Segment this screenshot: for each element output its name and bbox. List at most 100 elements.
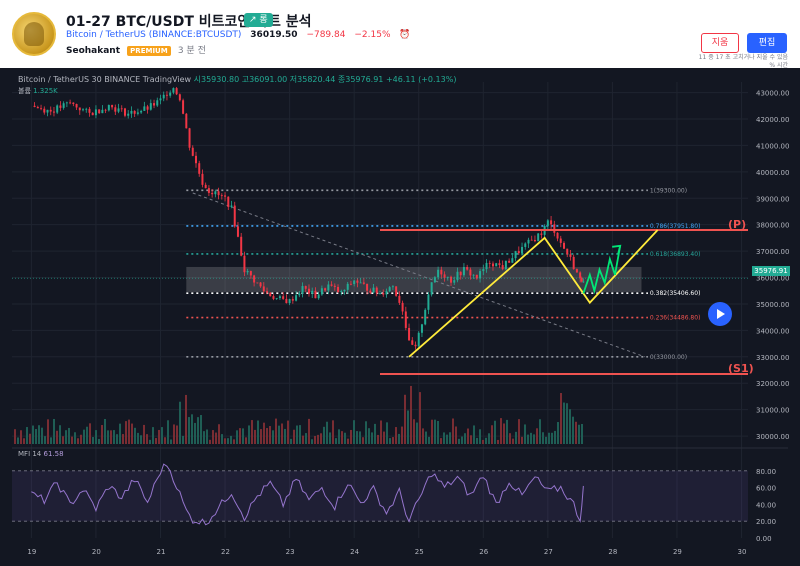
candle-body	[395, 286, 398, 296]
volume-bar	[362, 437, 364, 444]
edit-time-note: 11 중 17 초 고치거나 지울 수 있음 % 시간	[699, 54, 788, 70]
volume-bar	[29, 433, 31, 444]
volume-bar	[566, 403, 568, 444]
volume-bar	[47, 419, 49, 444]
chart-canvas[interactable]: 43000.00 42000.00 41000.00 40000.00 39000.00…	[0, 68, 800, 566]
candle-body	[311, 290, 314, 294]
candle-body	[72, 102, 75, 105]
candle-body	[43, 108, 46, 113]
symbol-code-link[interactable]: (BINANCE:BTCUSDT)	[148, 30, 242, 40]
author-name-link[interactable]: Seohakant	[66, 46, 121, 56]
candle-body	[204, 184, 207, 189]
y-tick-label: 34000.00	[756, 327, 789, 335]
volume-bar	[473, 425, 475, 444]
candle-body	[130, 110, 133, 114]
volume-bar	[302, 435, 304, 444]
volume-bar	[236, 430, 238, 444]
candle-body	[359, 282, 362, 284]
volume-bar	[383, 431, 385, 444]
fib-level-label: 0.618(36893.40)	[650, 251, 701, 258]
delete-button[interactable]: 지움	[701, 33, 739, 53]
candle-body	[236, 226, 239, 237]
candle-body	[427, 294, 430, 310]
volume-bar	[425, 431, 427, 444]
candle-body	[288, 299, 291, 304]
candle-body	[56, 105, 59, 113]
volume-bar	[14, 429, 16, 444]
volume-bar	[242, 428, 244, 444]
volume-bar	[209, 439, 211, 444]
alarm-clock-icon[interactable]: ⏰	[399, 30, 411, 40]
chart-area[interactable]: 43000.00 42000.00 41000.00 40000.00 39000.00…	[0, 68, 800, 566]
candle-body	[82, 109, 85, 111]
published-time: 3 분 전	[177, 46, 206, 56]
volume-bar	[164, 437, 166, 444]
candle-body	[320, 288, 323, 295]
candle-body	[33, 105, 36, 107]
legend-ohlc: 시35930.80 고36091.00 저35820.44 종35976.91 …	[193, 75, 457, 84]
volume-bar	[278, 425, 280, 444]
volume-bar	[479, 429, 481, 444]
symbol-name-link[interactable]: Bitcoin / TetherUS	[66, 30, 146, 40]
candle-body	[504, 260, 507, 270]
volume-bar	[476, 437, 478, 444]
candle-body	[495, 263, 498, 267]
x-tick-label: 20	[92, 548, 101, 556]
volume-bar	[194, 422, 196, 444]
volume-bar	[44, 436, 46, 444]
volume-bar	[506, 419, 508, 444]
y-tick-label: 43000.00	[756, 90, 789, 98]
volume-bar	[407, 410, 409, 444]
volume-bar	[509, 433, 511, 444]
candle-body	[469, 269, 472, 276]
volume-bar	[341, 431, 343, 444]
volume-bar	[320, 433, 322, 444]
volume-bar	[155, 438, 157, 444]
play-icon[interactable]	[708, 302, 732, 326]
mfi-label: MFI 14	[18, 450, 42, 458]
x-tick-label: 19	[27, 548, 36, 556]
candle-body	[324, 288, 327, 291]
candle-body	[459, 271, 462, 276]
volume-bar	[287, 420, 289, 444]
volume-bar	[107, 430, 109, 444]
candle-body	[146, 106, 149, 110]
candle-body	[556, 232, 559, 239]
candle-body	[379, 293, 381, 294]
volume-bar	[131, 423, 133, 444]
volume-bar	[545, 436, 547, 444]
volume-bar	[377, 434, 379, 444]
volume-bar	[518, 419, 520, 444]
volume-bar	[35, 429, 37, 444]
fib-level-label: 0.382(35406.60)	[650, 290, 701, 297]
volume-bar	[191, 414, 193, 444]
candle-body	[366, 283, 369, 291]
volume-bar	[296, 425, 298, 444]
x-tick-label: 25	[415, 548, 424, 556]
volume-bar	[140, 435, 142, 444]
volume-bar	[251, 420, 253, 444]
x-tick-label: 23	[286, 548, 295, 556]
volume-bar	[281, 423, 283, 444]
candle-body	[207, 188, 210, 193]
volume-bar	[200, 415, 202, 444]
volume-bar	[572, 416, 574, 444]
volume-bar	[500, 418, 502, 444]
mfi-tick-label: 20.00	[756, 518, 776, 526]
volume-bar	[452, 418, 454, 444]
candle-body	[517, 251, 520, 254]
candle-body	[314, 290, 317, 299]
edit-button[interactable]: 편집	[747, 33, 787, 53]
volume-bar	[152, 427, 154, 444]
volume-label: 볼륨	[18, 87, 31, 95]
candle-body	[569, 254, 572, 257]
volume-bar	[257, 420, 259, 444]
volume-bar	[182, 435, 184, 444]
candle-body	[533, 239, 536, 242]
volume-bar	[530, 432, 532, 444]
candle-body	[185, 113, 188, 129]
volume-bar	[536, 428, 538, 444]
edit-note-line1: 11 중 17 초 고치거나 지울 수 있음	[698, 54, 788, 61]
candle-body	[36, 106, 39, 109]
candle-body	[178, 94, 181, 101]
